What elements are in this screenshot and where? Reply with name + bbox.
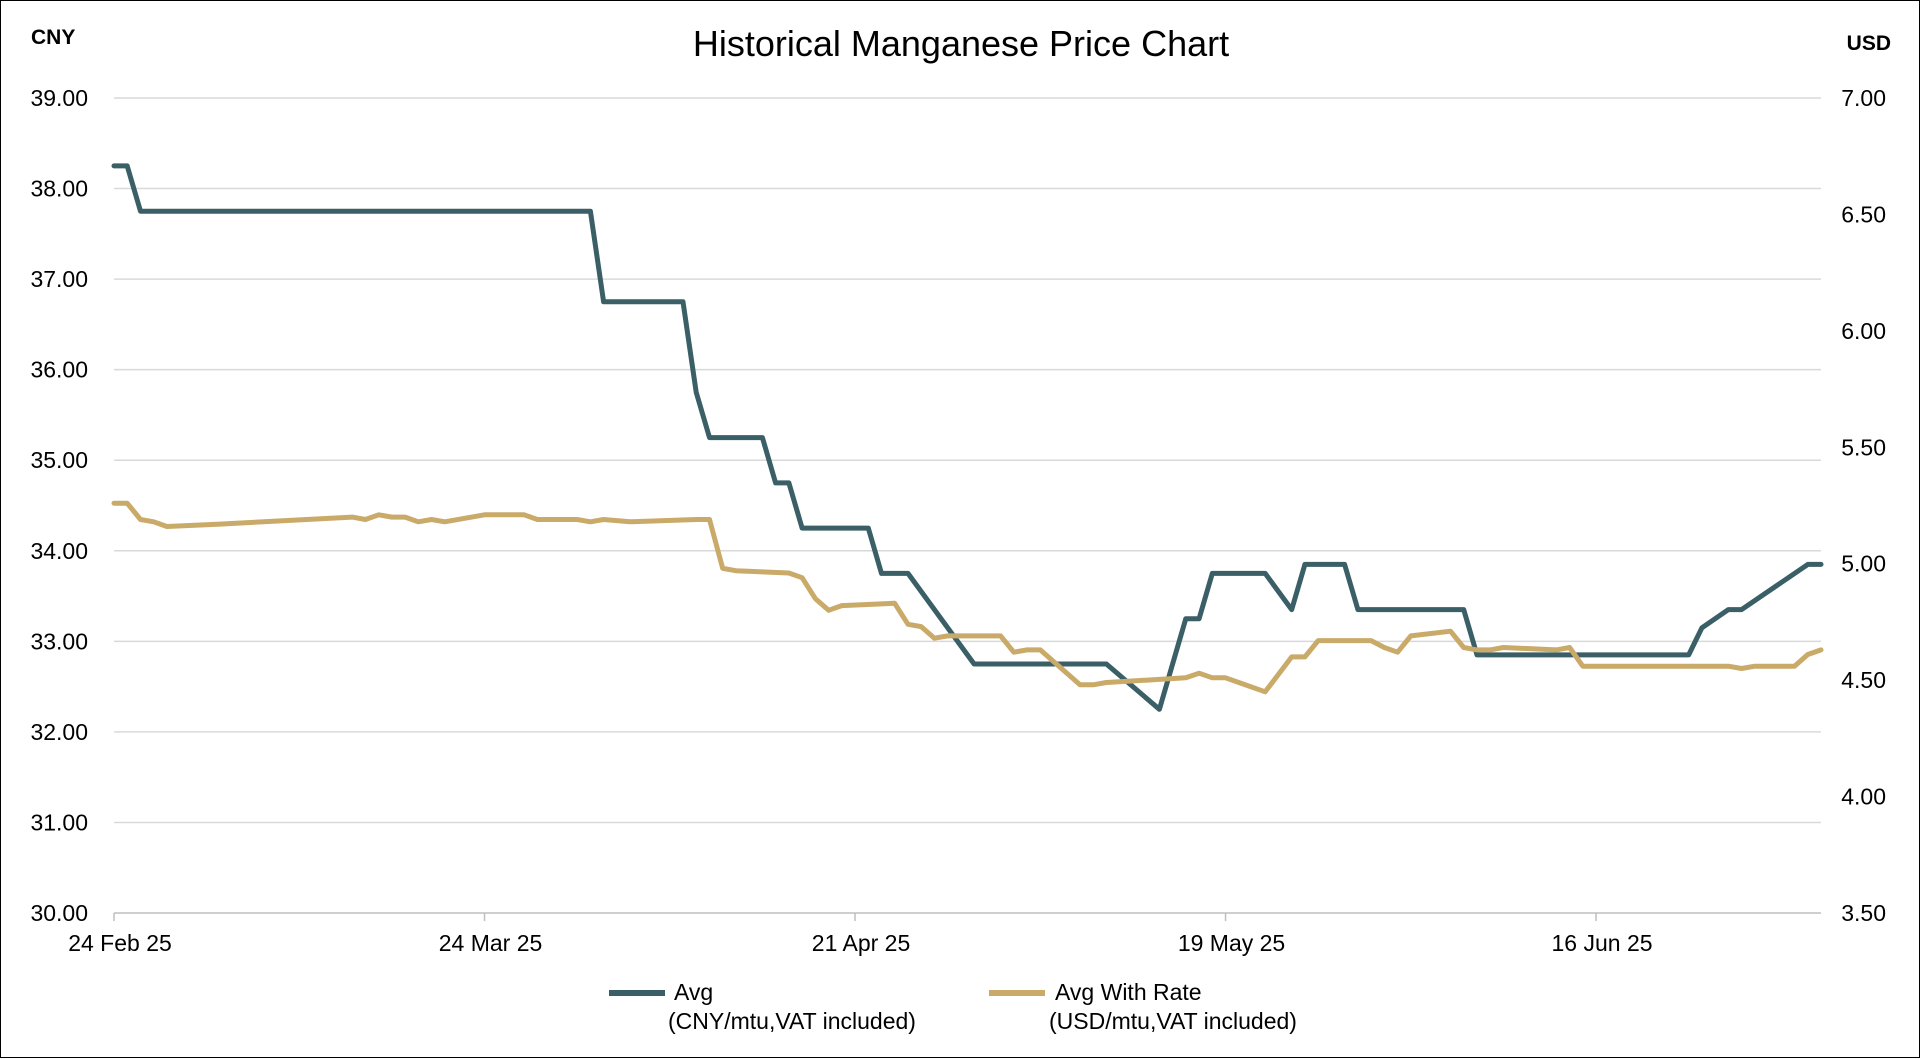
x-tick-label: 24 Mar 25 (439, 930, 543, 956)
series-line-avg (111, 163, 1824, 712)
left-axis-ticks: 30.00 31.00 32.00 33.00 34.00 35.00 36.00 37.00… (30, 85, 88, 926)
right-tick-label: 4.00 (1841, 784, 1886, 810)
right-axis-ticks: 3.50 4.00 4.50 5.00 5.50 6.00 6.50 7.00 (1841, 85, 1886, 926)
legend-subtitle-avg-with-rate: (USD/mtu,VAT included) (1049, 1008, 1297, 1034)
left-tick-label: 37.00 (30, 266, 88, 292)
left-tick-label: 31.00 (30, 809, 88, 835)
left-axis-unit: CNY (31, 26, 75, 49)
series-line-avg-with-rate (111, 500, 1824, 695)
x-axis-ticks: 24 Feb 25 24 Mar 25 21 Apr 25 19 May 25 16 J… (68, 913, 1653, 956)
right-tick-label: 5.00 (1841, 551, 1886, 577)
left-tick-label: 33.00 (30, 628, 88, 654)
right-tick-label: 6.00 (1841, 318, 1886, 344)
x-tick-label: 19 May 25 (1178, 930, 1285, 956)
series-lines (111, 163, 1824, 712)
legend-label-avg-with-rate: Avg With Rate (1055, 979, 1202, 1005)
left-tick-label: 38.00 (30, 176, 88, 202)
right-tick-label: 7.00 (1841, 85, 1886, 111)
right-tick-label: 4.50 (1841, 667, 1886, 693)
left-tick-label: 35.00 (30, 447, 88, 473)
left-tick-label: 30.00 (30, 900, 88, 926)
x-tick-label: 16 Jun 25 (1552, 930, 1653, 956)
legend: Avg (CNY/mtu,VAT included) Avg With Rate… (609, 979, 1297, 1034)
right-tick-label: 6.50 (1841, 201, 1886, 227)
left-tick-label: 32.00 (30, 719, 88, 745)
left-tick-label: 39.00 (30, 85, 88, 111)
legend-label-avg: Avg (674, 979, 713, 1005)
right-axis-unit: USD (1847, 32, 1891, 55)
chart-title: Historical Manganese Price Chart (693, 23, 1229, 64)
left-tick-label: 34.00 (30, 538, 88, 564)
right-tick-label: 3.50 (1841, 900, 1886, 926)
x-tick-label: 24 Feb 25 (68, 930, 172, 956)
x-tick-label: 21 Apr 25 (812, 930, 910, 956)
gridlines (114, 97, 1821, 914)
legend-subtitle-avg: (CNY/mtu,VAT included) (668, 1008, 916, 1034)
left-tick-label: 36.00 (30, 357, 88, 383)
right-tick-label: 5.50 (1841, 434, 1886, 460)
